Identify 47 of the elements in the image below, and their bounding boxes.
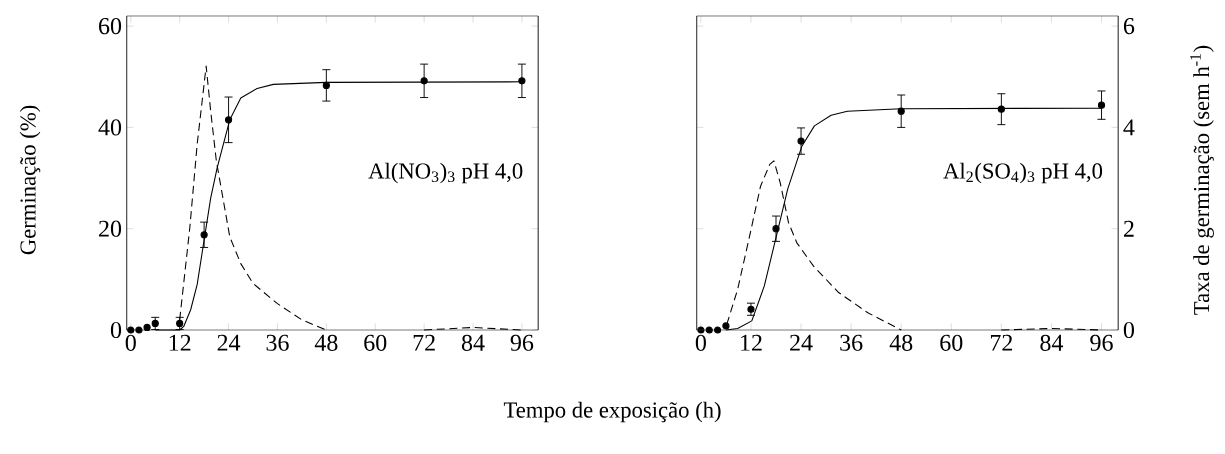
point	[135, 326, 143, 334]
x-tick-label: 60	[364, 334, 387, 351]
x-tick-label: 0	[695, 334, 706, 351]
x-tick-label: 36	[266, 334, 289, 351]
x-tick-label: 48	[889, 334, 913, 351]
point	[705, 326, 713, 334]
x-tick-label: 24	[790, 334, 813, 351]
point	[722, 322, 730, 330]
x-tick-label: 60	[940, 334, 963, 351]
x-tick-label: 84	[461, 334, 485, 351]
y2-tick-label: 2	[1123, 220, 1134, 237]
x-tick-label: 48	[314, 334, 338, 351]
x-axis-title: Tempo de exposição (h)	[503, 401, 721, 423]
point	[897, 107, 905, 115]
y2-tick-label: 0	[1123, 321, 1134, 339]
point	[127, 326, 135, 334]
x-tick-label: 24	[217, 334, 241, 351]
annotation: Al$_{2}$(SO$_{4}$)$_{3}$ pH 4,0	[943, 162, 1103, 184]
x-tick-label: 72	[990, 334, 1013, 351]
point	[797, 137, 805, 145]
y-tick-label: 0	[110, 321, 122, 339]
y2-tick-label: 4	[1123, 119, 1135, 136]
x-tick-label: 96	[510, 334, 534, 351]
point	[1097, 101, 1106, 109]
y2-axis-title: Taxa de germinação (sem h$^{-1}$)	[1190, 45, 1214, 315]
x-tick-label: 12	[741, 334, 762, 351]
point	[143, 323, 151, 332]
point	[200, 231, 208, 239]
y2-tick-label: 6	[1123, 18, 1135, 35]
x-tick-label: 84	[1040, 334, 1064, 351]
point	[322, 81, 330, 89]
annotation: Al(NO$_{3}$)$_{3}$ pH 4,0	[368, 162, 523, 184]
x-tick-label: 12	[169, 334, 191, 351]
point	[772, 225, 780, 233]
point	[997, 105, 1005, 113]
y-tick-label: 60	[99, 18, 122, 35]
point	[420, 77, 428, 85]
point	[518, 77, 526, 85]
point	[713, 326, 722, 334]
x-tick-label: 0	[125, 334, 136, 351]
y-axis-title: Germinação (%)	[19, 105, 41, 255]
x-tick-label: 72	[413, 334, 435, 351]
x-tick-label: 36	[840, 334, 863, 351]
y-tick-label: 20	[99, 220, 122, 237]
y-tick-label: 40	[98, 119, 122, 136]
point	[224, 116, 233, 124]
x-tick-label: 96	[1090, 334, 1113, 351]
